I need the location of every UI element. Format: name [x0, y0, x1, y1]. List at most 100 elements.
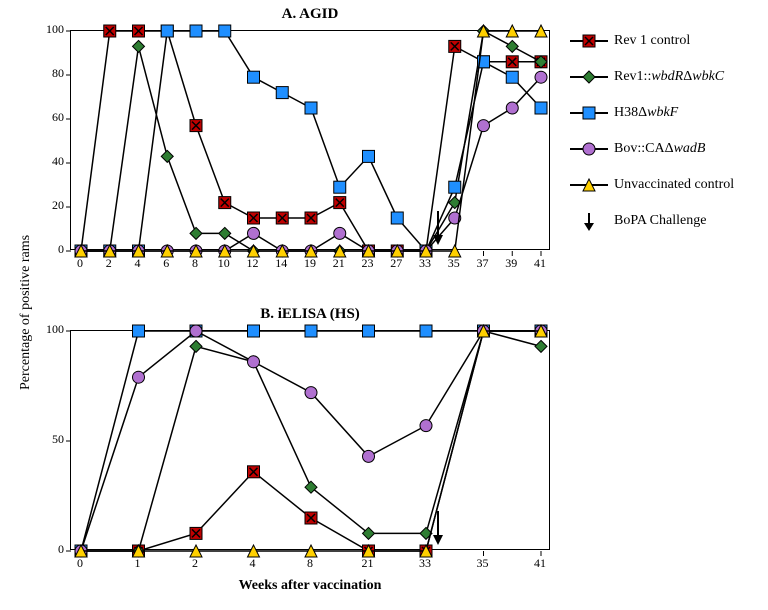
- series-bov-marker: [133, 371, 145, 383]
- legend-marker-h38-icon: [570, 103, 608, 123]
- y-tick-label: 80: [36, 66, 64, 81]
- x-tick-label: 6: [163, 256, 169, 271]
- x-tick-label: 33: [419, 256, 431, 271]
- y-tick-label: 20: [36, 198, 64, 213]
- y-tick-label: 0: [36, 542, 64, 557]
- x-tick-label: 37: [477, 256, 489, 271]
- series-bov-marker: [363, 450, 375, 462]
- legend-item-h38: H38ΔwbkF: [570, 102, 734, 124]
- x-tick-label: 14: [275, 256, 287, 271]
- x-tick-label: 41: [534, 256, 546, 271]
- series-bov-marker: [478, 120, 490, 132]
- series-h38-marker: [363, 325, 375, 337]
- series-h38-marker: [535, 102, 547, 114]
- x-tick-label: 8: [192, 256, 198, 271]
- series-rev1w-marker: [161, 150, 173, 162]
- y-axis-label: Percentage of positive rams: [18, 235, 34, 390]
- x-tick-label: 23: [362, 256, 374, 271]
- series-rev1-marker: [305, 512, 317, 524]
- series-h38-marker: [276, 87, 288, 99]
- series-rev1w-marker: [133, 40, 145, 52]
- x-tick-label: 10: [218, 256, 230, 271]
- series-rev1-marker: [449, 40, 461, 52]
- series-rev1-marker: [133, 25, 145, 37]
- series-h38-marker: [506, 71, 518, 83]
- series-rev1-marker: [305, 212, 317, 224]
- x-tick-label: 39: [505, 256, 517, 271]
- series-h38-marker: [248, 71, 260, 83]
- series-rev1w-marker: [219, 227, 231, 239]
- series-bov-marker: [248, 356, 260, 368]
- legend-item-rev1: Rev 1 control: [570, 30, 734, 52]
- x-tick-label: 0: [77, 556, 83, 571]
- series-bov-marker: [305, 387, 317, 399]
- x-tick-label: 35: [448, 256, 460, 271]
- series-rev1-marker: [248, 466, 260, 478]
- x-tick-label: 33: [419, 556, 431, 571]
- series-h38-marker: [133, 325, 145, 337]
- x-tick-label: 12: [247, 256, 259, 271]
- series-rev1-marker: [104, 25, 116, 37]
- legend-marker-rev1w-icon: [570, 67, 608, 87]
- legend-label: Unvaccinated control: [614, 177, 734, 193]
- series-bov-marker: [506, 102, 518, 114]
- legend-label: Rev1::wbdRΔwbkC: [614, 69, 724, 85]
- series-bov-marker: [535, 71, 547, 83]
- chart-b-title: B. iELISA (HS): [70, 306, 550, 323]
- legend-marker-bov-icon: [570, 139, 608, 159]
- legend-label: BoPA Challenge: [614, 213, 706, 229]
- x-tick-label: 4: [135, 256, 141, 271]
- legend-marker-unvac-icon: [570, 175, 608, 195]
- series-h38-marker: [449, 181, 461, 193]
- series-rev1w-marker: [190, 340, 202, 352]
- series-rev1w-marker: [506, 40, 518, 52]
- x-tick-label: 19: [304, 256, 316, 271]
- plotB-svg: [71, 331, 551, 551]
- series-rev1-marker: [219, 197, 231, 209]
- series-h38-marker: [391, 212, 403, 224]
- x-tick-label: 27: [390, 256, 402, 271]
- legend-item-bov: Bov::CAΔwadB: [570, 138, 734, 160]
- series-h38-marker: [305, 102, 317, 114]
- legend-label: Bov::CAΔwadB: [614, 141, 705, 157]
- chart-a-title: A. AGID: [70, 6, 550, 23]
- series-h38-marker: [219, 25, 231, 37]
- x-tick-label: 2: [106, 256, 112, 271]
- y-tick-label: 40: [36, 154, 64, 169]
- x-tick-label: 0: [77, 256, 83, 271]
- series-h38-marker: [363, 150, 375, 162]
- series-bov-marker: [248, 227, 260, 239]
- legend-arrow-icon: [570, 211, 608, 231]
- series-h38-marker: [420, 325, 432, 337]
- series-rev1w-marker: [190, 227, 202, 239]
- plotA-svg: [71, 31, 551, 251]
- series-h38-marker: [248, 325, 260, 337]
- series-h38-marker: [161, 25, 173, 37]
- series-bov-marker: [420, 420, 432, 432]
- legend-item-arrow: BoPA Challenge: [570, 210, 734, 232]
- series-h38-marker: [305, 325, 317, 337]
- legend-label: H38ΔwbkF: [614, 105, 678, 121]
- series-rev1-marker: [190, 527, 202, 539]
- y-tick-label: 100: [36, 22, 64, 37]
- series-h38-marker: [190, 25, 202, 37]
- x-tick-label: 2: [192, 556, 198, 571]
- series-bov-marker: [190, 325, 202, 337]
- legend: Rev 1 control Rev1::wbdRΔwbkC H38ΔwbkF B…: [570, 30, 734, 246]
- page: { "layout": { "width": 768, "height": 61…: [0, 0, 768, 610]
- series-rev1-marker: [334, 197, 346, 209]
- series-rev1-marker: [506, 56, 518, 68]
- series-bov-marker: [334, 227, 346, 239]
- x-tick-label: 41: [534, 556, 546, 571]
- x-tick-label: 4: [250, 556, 256, 571]
- series-rev1-marker: [248, 212, 260, 224]
- legend-label: Rev 1 control: [614, 33, 690, 49]
- series-rev1-marker: [190, 120, 202, 132]
- x-tick-label: 8: [307, 556, 313, 571]
- x-tick-label: 1: [135, 556, 141, 571]
- x-tick-label: 21: [333, 256, 345, 271]
- y-tick-label: 100: [36, 322, 64, 337]
- chart-b-plot: [70, 330, 550, 550]
- y-tick-label: 0: [36, 242, 64, 257]
- legend-item-unvac: Unvaccinated control: [570, 174, 734, 196]
